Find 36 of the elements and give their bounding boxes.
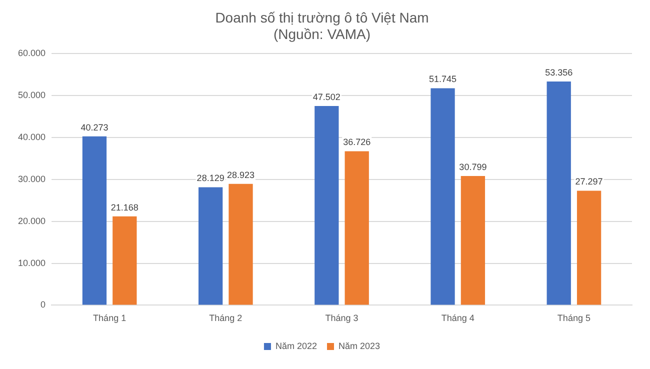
- data-label: 30.799: [459, 162, 487, 172]
- y-tick-label: 10.000: [18, 258, 46, 268]
- x-tick-label: Tháng 3: [325, 313, 358, 324]
- bar: [460, 176, 486, 305]
- data-label: 40.273: [80, 122, 108, 132]
- bar: [82, 136, 107, 305]
- bar: [314, 106, 339, 305]
- x-tick-label: Tháng 5: [557, 313, 590, 324]
- bar: [576, 190, 602, 305]
- y-tick-label: 20.000: [18, 216, 46, 226]
- data-label: 21.168: [110, 202, 138, 212]
- bar: [430, 88, 455, 305]
- data-label: 28.129: [196, 173, 224, 184]
- y-tick-label: 60.000: [18, 48, 46, 58]
- x-tick-label: Tháng 2: [209, 313, 242, 324]
- legend-label: Năm 2022: [275, 340, 318, 351]
- data-label: 36.726: [343, 137, 371, 148]
- chart-subtitle: (Nguồn: VAMA): [274, 26, 370, 42]
- bar: [112, 216, 137, 305]
- x-tick-label: Tháng 1: [93, 313, 126, 324]
- x-tick-label: Tháng 4: [441, 313, 474, 324]
- data-label: 51.745: [429, 74, 457, 84]
- bar: [546, 81, 571, 305]
- data-label: 53.356: [545, 67, 573, 78]
- chart-title: Doanh số thị trường ô tô Việt Nam: [215, 9, 429, 26]
- data-label: 27.297: [575, 176, 603, 187]
- data-label: 47.502: [312, 92, 340, 102]
- y-tick-label: 0: [40, 300, 46, 310]
- y-tick-label: 40.000: [18, 132, 46, 142]
- y-tick-label: 50.000: [18, 90, 46, 100]
- bar: [228, 184, 253, 305]
- data-label: 28.923: [226, 170, 255, 180]
- bar: [198, 187, 223, 305]
- legend-label: Năm 2023: [338, 340, 380, 351]
- y-tick-label: 30.000: [18, 174, 46, 184]
- bar: [344, 151, 369, 305]
